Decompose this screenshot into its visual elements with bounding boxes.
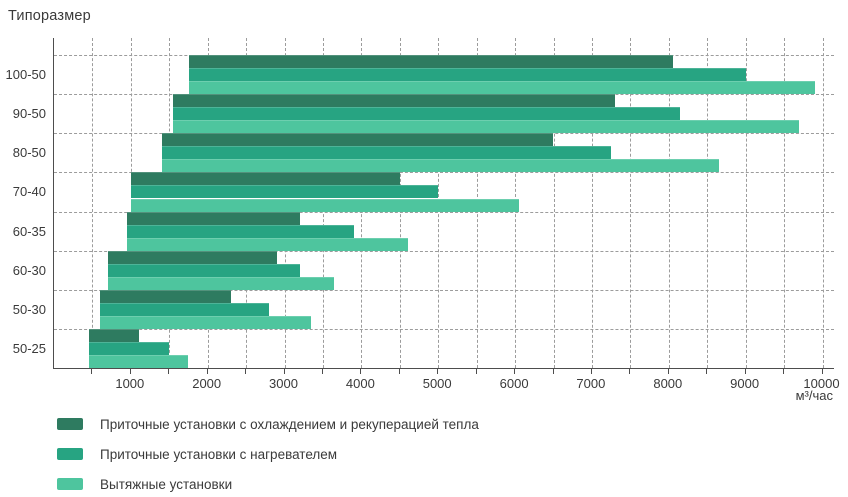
legend-swatch — [57, 448, 83, 460]
x-axis: 1000 2000 3000 4000 5000 6000 7000 8000 9000 1000… — [53, 369, 840, 399]
x-axis-tick — [206, 369, 208, 374]
x-axis-tick — [706, 369, 708, 374]
gridline-horizontal — [54, 328, 834, 330]
legend: Приточные установки с охлаждением и реку… — [57, 409, 479, 497]
legend-swatch — [57, 418, 83, 430]
x-axis-tick — [667, 369, 669, 374]
bar-50-25-series1 — [88, 328, 139, 342]
gridline-vertical — [630, 38, 632, 368]
gridline-horizontal — [54, 172, 834, 174]
y-axis-label: 80-50 — [12, 145, 46, 161]
bar-50-25-series2 — [88, 341, 170, 355]
x-axis-tick-label: 5000 — [422, 376, 452, 391]
bar-60-30-series1 — [107, 250, 277, 264]
gridline-vertical — [822, 38, 824, 368]
x-axis-unit-label: м³/час — [795, 388, 833, 403]
bar-100-50-series3 — [188, 81, 815, 95]
gridline-vertical — [707, 38, 709, 368]
x-axis-tick — [245, 369, 247, 374]
bar-100-50-series1 — [188, 55, 673, 68]
legend-label: Приточные установки с нагревателем — [100, 446, 338, 462]
gridline-vertical — [745, 38, 747, 368]
x-axis-tick — [283, 369, 285, 374]
x-axis-tick — [129, 369, 131, 374]
y-axis-label: 70-40 — [12, 184, 46, 200]
x-axis-tick — [514, 369, 516, 374]
bar-50-25-series3 — [88, 355, 189, 368]
bar-80-50-series3 — [161, 159, 719, 173]
bar-60-35-series2 — [127, 224, 354, 238]
gridline-vertical — [784, 38, 785, 368]
y-axis-label: 100-50 — [5, 67, 46, 82]
x-axis-tick — [552, 369, 554, 374]
x-axis-tick — [398, 369, 400, 374]
gridline-vertical — [553, 38, 555, 368]
gridline-vertical — [92, 38, 94, 368]
x-axis-tick — [590, 369, 592, 374]
x-axis-tick — [91, 369, 93, 374]
x-axis-tick — [168, 369, 170, 374]
x-axis-tick — [744, 369, 746, 374]
x-axis-tick — [437, 369, 439, 374]
x-axis-tick-label: 9000 — [730, 376, 760, 391]
bar-70-40-series2 — [130, 185, 439, 199]
x-axis-tick — [629, 369, 631, 374]
bar-60-35-series1 — [127, 211, 300, 225]
bar-60-30-series2 — [107, 263, 300, 277]
x-axis-tick-label: 7000 — [576, 376, 606, 391]
bar-60-35-series3 — [127, 237, 408, 251]
x-axis-tick — [475, 369, 477, 374]
y-axis-label: 60-35 — [12, 223, 46, 239]
x-axis-tick — [360, 369, 362, 374]
gridline-vertical — [668, 38, 670, 368]
y-axis-label: 90-50 — [12, 106, 46, 122]
legend-label: Вытяжные установки — [100, 476, 233, 492]
x-axis-tick-label: 10000 — [803, 376, 840, 391]
y-axis-labels: 100-50 90-50 80-50 70-40 60-35 60-30 50-30 50-2… — [0, 38, 46, 368]
bar-90-50-series2 — [173, 107, 681, 121]
bar-50-30-series3 — [100, 315, 312, 329]
x-axis-tick-label: 8000 — [653, 376, 683, 391]
legend-item-1: Приточные установки с охлаждением и реку… — [57, 409, 479, 439]
legend-label: Приточные установки с охлаждением и реку… — [100, 416, 479, 432]
x-axis-tick — [783, 369, 784, 374]
bar-60-30-series3 — [107, 276, 335, 290]
x-axis-tick-label: 1000 — [115, 376, 145, 391]
legend-item-2: Приточные установки с нагревателем — [57, 439, 479, 469]
x-axis-tick-label: 3000 — [269, 376, 298, 391]
x-axis-tick-label: 4000 — [345, 376, 375, 391]
y-axis-label: 60-30 — [12, 262, 46, 278]
bar-70-40-series1 — [130, 172, 400, 186]
legend-swatch — [57, 478, 83, 490]
legend-item-3: Вытяжные установки — [57, 469, 479, 497]
gridline-horizontal — [54, 289, 834, 291]
bar-90-50-series3 — [173, 120, 800, 134]
x-axis-tick-label: 2000 — [192, 376, 222, 391]
gridline-horizontal — [54, 211, 834, 213]
x-axis-tick — [821, 369, 823, 374]
bar-50-30-series2 — [100, 302, 270, 316]
bar-80-50-series2 — [161, 146, 612, 160]
x-axis-tick-label: 6000 — [499, 376, 529, 391]
plot-area — [53, 38, 834, 369]
bar-100-50-series2 — [188, 68, 746, 81]
gridline-vertical — [591, 38, 593, 368]
bar-80-50-series1 — [161, 133, 554, 147]
gridline-horizontal — [54, 250, 834, 252]
bar-90-50-series1 — [173, 94, 615, 108]
bar-50-30-series1 — [100, 289, 231, 303]
y-axis-label: 50-30 — [12, 301, 46, 317]
y-axis-label: 50-25 — [12, 340, 46, 356]
chart-title: Типоразмер — [8, 8, 91, 24]
x-axis-tick — [322, 369, 323, 374]
bar-70-40-series3 — [130, 198, 519, 212]
